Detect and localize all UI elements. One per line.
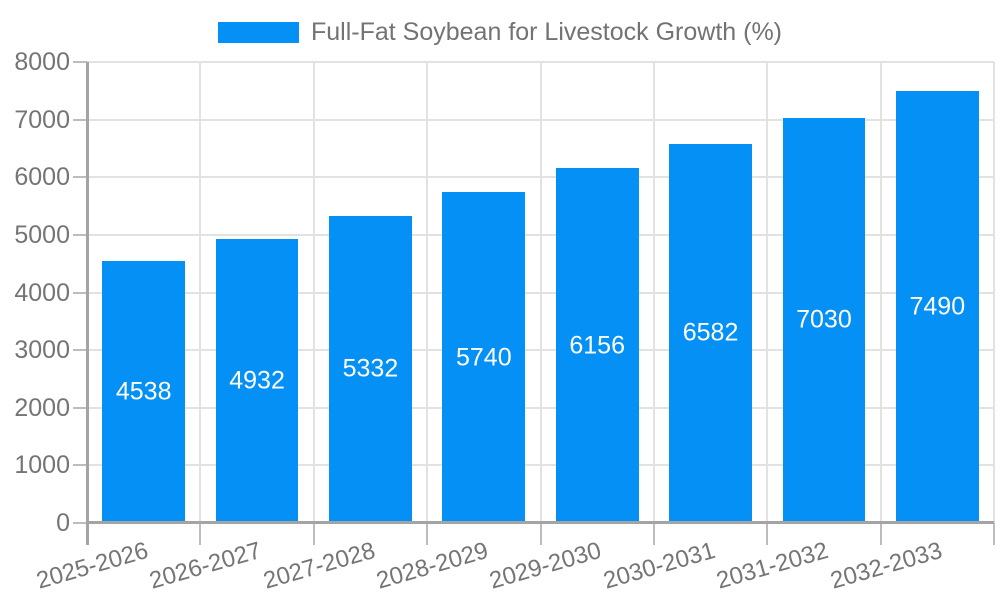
y-axis-label: 6000 [14,163,70,192]
bar-2030-2031[interactable]: 6582 [669,143,752,523]
x-axis-tick [766,523,769,545]
x-axis-label: 2026-2027 [146,537,265,595]
bar-value-label: 4538 [115,377,172,406]
x-axis-label: 2028-2029 [373,537,492,595]
x-axis-label: 2032-2033 [826,537,945,595]
bar-value-label: 5740 [455,343,512,372]
bar-value-label: 6582 [682,318,739,347]
bar-value-label: 4932 [229,366,285,395]
plot-area: 4538 4932 5332 5740 6156 6582 7030 7490 [73,61,995,545]
y-axis-tick [73,349,87,352]
x-axis-tick [426,523,429,545]
x-axis-tick [312,523,315,545]
x-axis-tick [879,523,882,545]
y-axis-tick [73,118,87,121]
x-axis-label: 2031-2032 [713,537,832,595]
x-axis-tick [652,523,655,545]
x-axis-tick [993,523,995,545]
y-axis-label: 8000 [14,48,70,76]
x-axis-label: 2030-2031 [600,537,719,595]
x-gridline [426,62,429,523]
x-gridline [539,62,542,523]
y-axis-label: 3000 [14,336,70,365]
x-axis-tick [539,523,542,545]
x-axis-label: 2029-2030 [486,537,605,595]
x-gridline [312,62,315,523]
y-axis-tick [73,291,87,294]
bar-2029-2030[interactable]: 6156 [555,168,639,523]
bar-2026-2027[interactable]: 4932 [215,238,299,523]
bar-2027-2028[interactable]: 5332 [329,215,412,523]
x-gridline [652,62,655,523]
bar-2028-2029[interactable]: 5740 [442,192,526,523]
y-axis-label: 4000 [14,278,70,307]
bar-value-label: 7490 [909,292,966,321]
x-gridline [993,62,995,523]
y-axis-tick [73,406,87,409]
y-axis-tick [73,233,87,236]
legend-swatch [218,22,299,43]
bar-2025-2026[interactable]: 4538 [102,261,186,523]
x-gridline [879,62,882,523]
y-axis-tick [73,522,87,524]
y-axis-tick [73,61,87,63]
legend-label: Full-Fat Soybean for Livestock Growth (%… [311,18,782,46]
x-gridline [199,62,202,523]
bar-value-label: 7030 [796,305,852,334]
x-axis-tick [199,523,202,545]
bar-value-label: 5332 [342,354,399,383]
y-axis-label: 7000 [14,105,70,134]
bar-2031-2032[interactable]: 7030 [782,117,866,523]
y-axis-label: 5000 [14,220,70,249]
y-axis-line [86,62,89,545]
y-axis-label: 1000 [14,451,70,480]
y-axis-label: 0 [56,509,70,537]
x-axis-label: 2025-2026 [33,537,152,595]
y-axis-tick [73,464,87,467]
x-gridline [766,62,769,523]
y-axis-label: 2000 [14,393,70,422]
legend[interactable]: Full-Fat Soybean for Livestock Growth (%… [0,19,1000,46]
bar-value-label: 6156 [569,331,625,360]
x-axis-label: 2027-2028 [260,537,378,595]
bar-2032-2033[interactable]: 7490 [895,91,979,523]
x-axis-line [87,521,994,524]
y-axis-tick [73,176,87,179]
